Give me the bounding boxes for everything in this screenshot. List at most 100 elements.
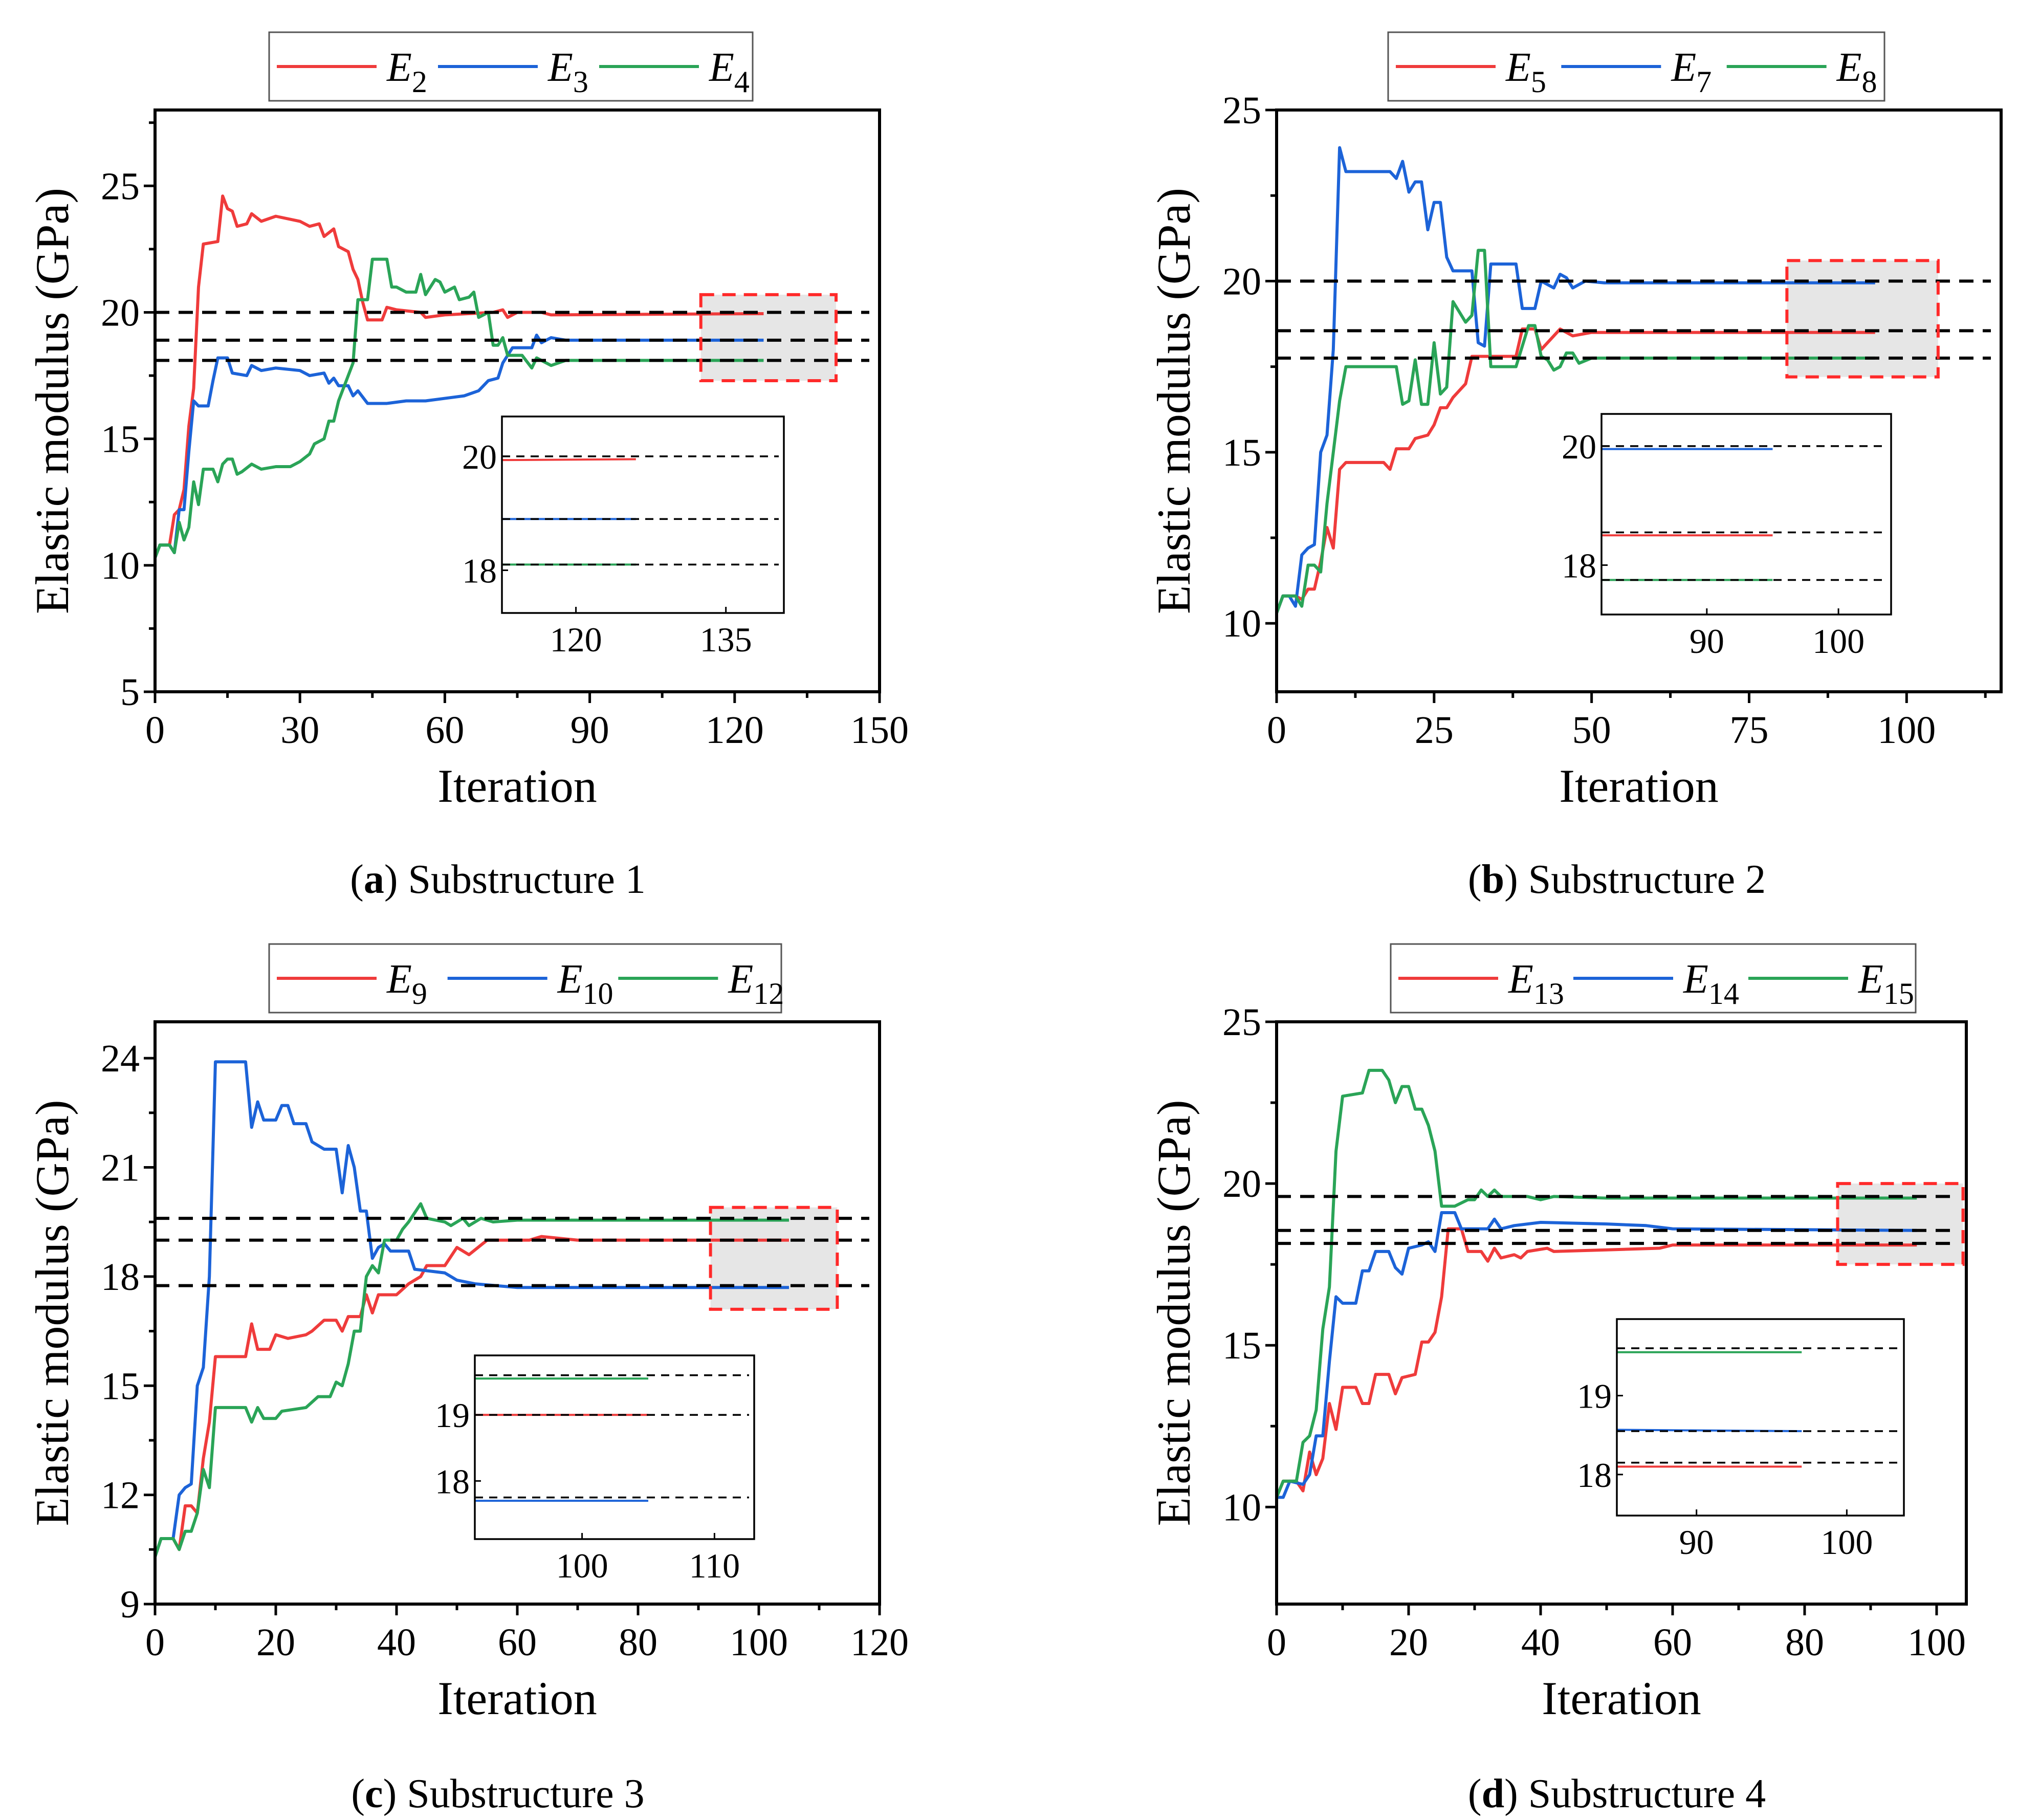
x-tick-label: 90: [571, 709, 609, 752]
x-tick-label: 100: [730, 1621, 788, 1664]
x-tick-label: 20: [1389, 1621, 1428, 1664]
inset-frame: [501, 415, 785, 614]
legend-label: E15: [1858, 957, 1914, 1011]
y-tick-label: 5: [120, 671, 140, 714]
inset-frame: [1616, 1318, 1905, 1517]
inset-zoom-plot: 90 100 18 19: [1577, 1318, 1905, 1562]
y-tick-label: 9: [120, 1583, 140, 1626]
chart-panel-c: 0 20 40 60 80 100 120 9 12 15 18 21 24 Iteration Elast…: [26, 943, 909, 1816]
caption-letter: d: [1482, 1771, 1505, 1816]
legend-subscript: 8: [1862, 65, 1877, 99]
series-line-E8: [1275, 249, 1875, 614]
legend-item-E4: E4: [599, 45, 750, 99]
y-axis-label: Elastic modulus (GPa): [1148, 1100, 1200, 1526]
inset-zoom-plot: 100 110 18 19: [435, 1354, 755, 1585]
legend-symbol: E: [728, 957, 753, 1002]
legend-item-E3: E3: [438, 45, 588, 99]
x-tick-label: 0: [1267, 709, 1286, 752]
legend-subscript: 14: [1708, 977, 1739, 1011]
legend-item-E9: E9: [277, 957, 427, 1011]
x-tick-label: 60: [1653, 1621, 1692, 1664]
legend-label: E10: [557, 957, 613, 1011]
inset-series-E2: [502, 458, 636, 462]
x-tick-label: 0: [145, 709, 165, 752]
x-tick-label: 100: [1907, 1621, 1966, 1664]
series-line-E3: [153, 333, 764, 559]
caption-text: Substructure 2: [1518, 857, 1766, 902]
y-tick-label: 24: [101, 1037, 140, 1080]
legend-symbol: E: [1858, 957, 1883, 1002]
legend-item-E12: E12: [618, 957, 784, 1011]
inset-x-tick-label: 90: [1690, 622, 1724, 661]
inset-zoom-plot: 120 135 18 20: [462, 415, 785, 659]
y-tick-label: 20: [101, 291, 140, 334]
legend-label: E4: [709, 45, 750, 99]
series-line-E7: [1275, 146, 1875, 614]
inset-zoom-plot: 90 100 18 20: [1562, 413, 1892, 661]
inset-x-tick-label: 135: [700, 620, 752, 659]
legend-subscript: 13: [1533, 977, 1564, 1011]
inset-content: [475, 1374, 749, 1502]
legend-symbol: E: [1836, 45, 1862, 90]
legend-item-E7: E7: [1561, 45, 1712, 99]
x-tick-label: 120: [706, 709, 764, 752]
legend-symbol: E: [1505, 45, 1531, 90]
inset-x-tick-label: 120: [550, 620, 602, 659]
caption-paren-open: (: [1468, 1771, 1482, 1816]
zoom-region-outline: [699, 293, 838, 382]
x-tick-label: 100: [1877, 709, 1936, 752]
panel-caption: (b) Substructure 2: [1468, 857, 1766, 902]
y-tick-label: 21: [101, 1147, 140, 1190]
y-tick-label: 20: [1222, 260, 1261, 303]
series-line-E12: [153, 1202, 789, 1558]
legend-label: E14: [1683, 957, 1739, 1011]
inset-content: [1617, 1347, 1899, 1468]
zoom-region-fill: [710, 1207, 838, 1309]
y-tick-label: 18: [101, 1256, 140, 1299]
inset-frame: [474, 1354, 755, 1540]
plot-frame: [1275, 108, 2003, 693]
legend-subscript: 2: [412, 65, 427, 99]
caption-text: Substructure 1: [398, 857, 645, 902]
inset-y-tick-label: 18: [1577, 1456, 1612, 1495]
series-line-E15: [1275, 1068, 1917, 1498]
y-tick-label: 15: [101, 1365, 140, 1408]
series-line-E14: [1277, 1211, 1917, 1499]
legend-label: E5: [1505, 45, 1546, 99]
x-tick-label: 120: [850, 1621, 909, 1664]
caption-paren-close: ): [383, 1771, 397, 1816]
zoom-region-outline: [709, 1205, 839, 1311]
y-tick-label: 10: [1222, 1486, 1261, 1529]
x-tick-label: 60: [498, 1621, 537, 1664]
inset-x-tick-label: 100: [1812, 622, 1865, 661]
y-tick-label: 25: [101, 165, 140, 208]
legend-symbol: E: [709, 45, 734, 90]
series-line-E5: [1275, 327, 1875, 614]
legend-symbol: E: [557, 957, 583, 1002]
legend-label: E7: [1671, 45, 1712, 99]
caption-text: Substructure 4: [1518, 1771, 1766, 1816]
inset-y-tick-label: 18: [1562, 546, 1596, 585]
plot-frame: [1275, 1020, 1968, 1606]
y-tick-label: 12: [101, 1474, 140, 1517]
x-tick-label: 150: [850, 709, 909, 752]
chart-panel-a: 0 30 60 90 120 150 5 10 15 20 25 Iteration Elastic m…: [26, 31, 909, 902]
series-line-E2: [153, 194, 764, 559]
legend-item-E5: E5: [1396, 45, 1546, 99]
y-tick-label: 20: [1222, 1163, 1261, 1205]
caption-paren-close: ): [1504, 1771, 1518, 1816]
y-tick-label: 25: [1222, 1001, 1261, 1044]
inset-y-tick-label: 18: [435, 1462, 470, 1501]
x-axis-label: Iteration: [437, 760, 597, 812]
zoom-region-fill: [700, 294, 837, 381]
caption-paren-close: ): [384, 857, 398, 902]
legend-subscript: 7: [1696, 65, 1712, 99]
legend-item-E15: E15: [1748, 957, 1914, 1011]
caption-paren-open: (: [350, 857, 364, 902]
legend-item-E13: E13: [1398, 957, 1564, 1011]
inset-x-tick-label: 110: [689, 1546, 740, 1585]
x-tick-label: 30: [280, 709, 319, 752]
inset-x-tick-label: 100: [556, 1546, 608, 1585]
x-tick-label: 20: [256, 1621, 295, 1664]
